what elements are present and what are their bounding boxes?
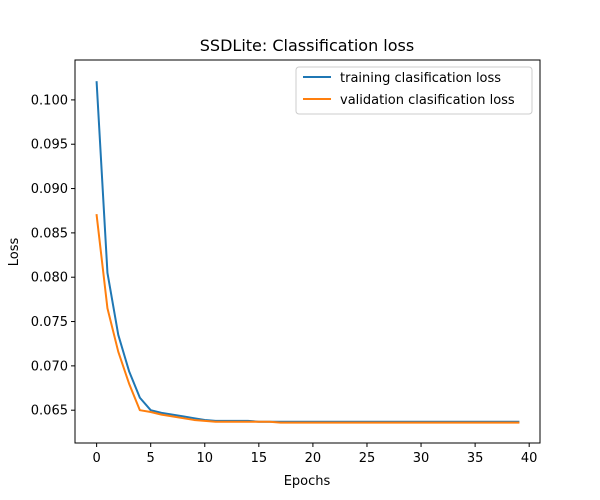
y-tick-label: 0.080: [31, 271, 68, 286]
x-tick-label: 10: [196, 451, 213, 466]
y-tick-label: 0.085: [31, 226, 68, 241]
y-tick-label: 0.090: [31, 182, 68, 197]
legend-label-validation: validation clasification loss: [340, 93, 515, 108]
x-axis-label: Epochs: [284, 474, 331, 489]
x-tick-label: 15: [251, 451, 268, 466]
x-tick-label: 40: [521, 451, 538, 466]
x-tick-label: 30: [413, 451, 430, 466]
y-axis-label: Loss: [7, 238, 22, 267]
y-tick-label: 0.100: [31, 93, 68, 108]
x-tick-label: 0: [92, 451, 100, 466]
legend-label-training: training clasification loss: [340, 71, 501, 86]
y-tick-label: 0.095: [31, 138, 68, 153]
x-tick-label: 5: [147, 451, 155, 466]
y-tick-label: 0.075: [31, 315, 68, 330]
x-tick-label: 20: [305, 451, 322, 466]
x-tick-label: 25: [359, 451, 376, 466]
x-tick-label: 35: [467, 451, 484, 466]
legend: training clasification loss validation c…: [296, 67, 532, 114]
y-tick-label: 0.065: [31, 404, 68, 419]
y-tick-label: 0.070: [31, 359, 68, 374]
chart-title: SSDLite: Classification loss: [200, 36, 414, 55]
